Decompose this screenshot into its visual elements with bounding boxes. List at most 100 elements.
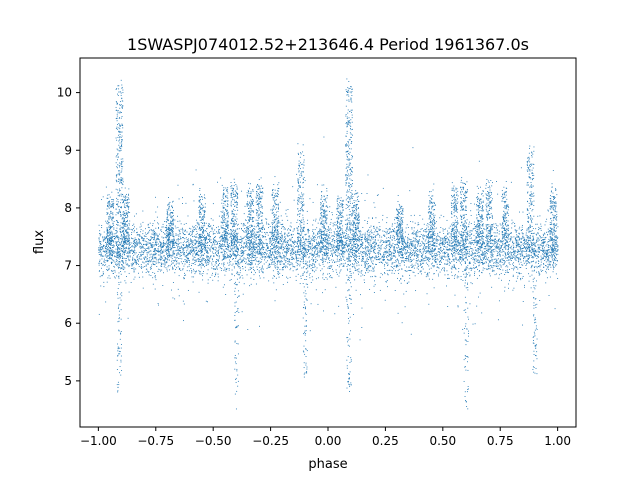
data-point	[210, 246, 212, 248]
data-point	[287, 250, 289, 252]
data-point	[119, 256, 120, 257]
data-point	[460, 239, 462, 241]
data-point	[99, 241, 100, 243]
data-point	[329, 262, 330, 263]
data-point	[352, 244, 354, 246]
data-point	[533, 232, 535, 234]
data-point	[311, 264, 313, 266]
data-point	[428, 278, 430, 280]
data-point	[548, 264, 550, 266]
data-point	[434, 242, 436, 244]
data-point	[529, 239, 530, 241]
data-point	[357, 245, 359, 247]
data-point	[362, 258, 364, 260]
data-point	[140, 223, 142, 225]
data-point	[114, 261, 116, 263]
data-point	[138, 238, 139, 240]
data-point	[249, 260, 250, 262]
data-point	[300, 261, 302, 263]
data-point	[350, 242, 352, 244]
data-point	[133, 278, 135, 280]
data-point	[273, 243, 275, 245]
data-point	[528, 239, 529, 241]
data-point	[307, 265, 309, 267]
data-point	[553, 238, 555, 240]
data-point	[482, 225, 484, 227]
data-point	[278, 249, 280, 251]
data-point	[154, 264, 156, 266]
data-point	[375, 252, 377, 254]
data-point	[425, 276, 427, 278]
data-point	[417, 240, 419, 242]
data-point	[544, 237, 546, 239]
data-point	[210, 256, 211, 258]
data-point	[392, 255, 394, 256]
data-point	[521, 252, 523, 254]
data-point	[112, 259, 114, 261]
data-point	[154, 248, 156, 249]
data-point	[315, 260, 317, 262]
data-point	[415, 257, 417, 259]
data-point	[506, 260, 508, 262]
data-point	[176, 243, 178, 245]
data-point	[377, 258, 379, 260]
data-point	[526, 251, 528, 253]
data-point	[332, 259, 334, 261]
data-point	[241, 246, 243, 248]
data-point	[434, 238, 435, 240]
data-point	[412, 249, 414, 251]
data-point	[391, 253, 393, 255]
data-point	[286, 246, 288, 247]
data-point	[142, 245, 144, 247]
data-point	[448, 232, 450, 234]
data-point	[275, 237, 277, 239]
data-point	[143, 246, 145, 248]
data-point	[195, 252, 197, 254]
data-point	[251, 249, 253, 251]
data-point	[303, 247, 305, 249]
data-point	[378, 222, 380, 223]
data-point	[98, 270, 100, 272]
data-point	[150, 275, 152, 276]
data-point	[423, 258, 425, 259]
data-point	[169, 245, 171, 247]
data-point	[349, 260, 351, 262]
data-point	[246, 242, 248, 244]
data-point	[221, 221, 223, 223]
data-point	[476, 231, 478, 232]
data-point	[111, 254, 113, 256]
data-point	[109, 233, 111, 235]
data-point	[177, 258, 179, 259]
data-point	[126, 253, 128, 254]
data-point	[160, 247, 162, 249]
data-point	[295, 254, 297, 256]
data-point	[239, 255, 241, 256]
data-point	[331, 265, 333, 267]
data-point	[549, 261, 551, 263]
data-point	[195, 240, 197, 242]
data-point	[356, 247, 358, 249]
data-point	[170, 225, 172, 227]
data-point	[460, 233, 462, 235]
data-point	[219, 235, 221, 237]
data-point	[164, 226, 166, 228]
data-point	[364, 262, 366, 264]
data-point	[201, 228, 203, 229]
data-point	[420, 236, 421, 238]
data-point	[528, 249, 530, 251]
data-point	[401, 268, 403, 270]
data-point	[241, 261, 243, 262]
data-point	[284, 251, 286, 253]
data-point	[546, 254, 548, 256]
data-point	[271, 236, 273, 237]
data-point	[269, 250, 271, 251]
data-point	[381, 255, 383, 257]
data-point	[144, 249, 146, 251]
data-point	[98, 263, 100, 264]
data-point	[307, 267, 309, 269]
data-point	[179, 258, 181, 259]
data-point	[557, 245, 559, 246]
data-point	[495, 261, 497, 263]
data-point	[247, 253, 249, 255]
data-point	[346, 266, 348, 268]
